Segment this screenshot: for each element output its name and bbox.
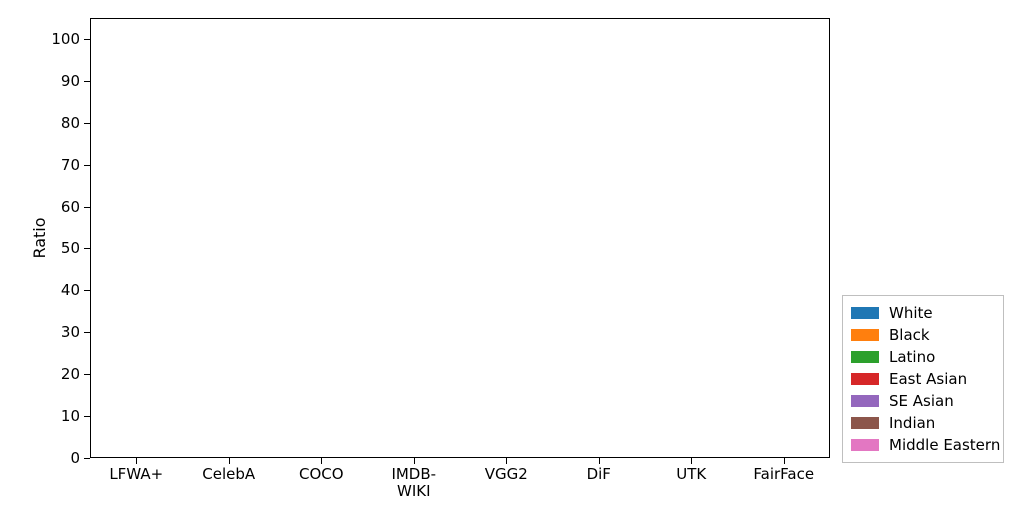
x-tick-mark [229,458,230,464]
y-tick-label: 80 [40,114,80,132]
legend-item: Latino [851,346,995,368]
x-tick-label: VGG2 [460,466,553,483]
legend-item: Black [851,324,995,346]
plot-area [90,18,830,458]
legend-item: Middle Eastern [851,434,995,456]
x-tick-mark [691,458,692,464]
x-tick-label: UTK [645,466,738,483]
chart-figure: 0102030405060708090100 LFWA+CelebACOCOIM… [0,0,1016,532]
y-tick-mark [84,458,90,459]
x-tick-label: DiF [553,466,646,483]
legend-label: Indian [889,414,935,432]
x-tick-label: COCO [275,466,368,483]
y-tick-label: 10 [40,407,80,425]
legend-swatch [851,307,879,319]
y-tick-label: 90 [40,72,80,90]
legend-item: SE Asian [851,390,995,412]
y-axis-label: Ratio [30,216,49,260]
y-tick-label: 0 [40,449,80,467]
legend-swatch [851,329,879,341]
legend-swatch [851,439,879,451]
x-tick-mark [506,458,507,464]
y-tick-label: 30 [40,323,80,341]
x-tick-label: LFWA+ [90,466,183,483]
legend-swatch [851,373,879,385]
legend-label: SE Asian [889,392,954,410]
x-tick-mark [784,458,785,464]
x-tick-label: FairFace [738,466,831,483]
legend-label: Latino [889,348,935,366]
x-tick-mark [599,458,600,464]
legend-item: East Asian [851,368,995,390]
y-tick-label: 60 [40,198,80,216]
y-tick-label: 100 [40,30,80,48]
x-tick-mark [136,458,137,464]
legend-label: Middle Eastern [889,436,1000,454]
x-tick-label: IMDB- WIKI [368,466,461,499]
y-tick-label: 40 [40,281,80,299]
y-tick-label: 70 [40,156,80,174]
legend-swatch [851,351,879,363]
x-tick-mark [414,458,415,464]
legend-item: Indian [851,412,995,434]
y-tick-label: 20 [40,365,80,383]
legend-label: Black [889,326,930,344]
legend: White Black Latino East Asian SE Asian Indian… [842,295,1004,463]
legend-swatch [851,395,879,407]
legend-label: White [889,304,933,322]
x-tick-mark [321,458,322,464]
x-tick-label: CelebA [183,466,276,483]
legend-label: East Asian [889,370,967,388]
legend-swatch [851,417,879,429]
legend-item: White [851,302,995,324]
